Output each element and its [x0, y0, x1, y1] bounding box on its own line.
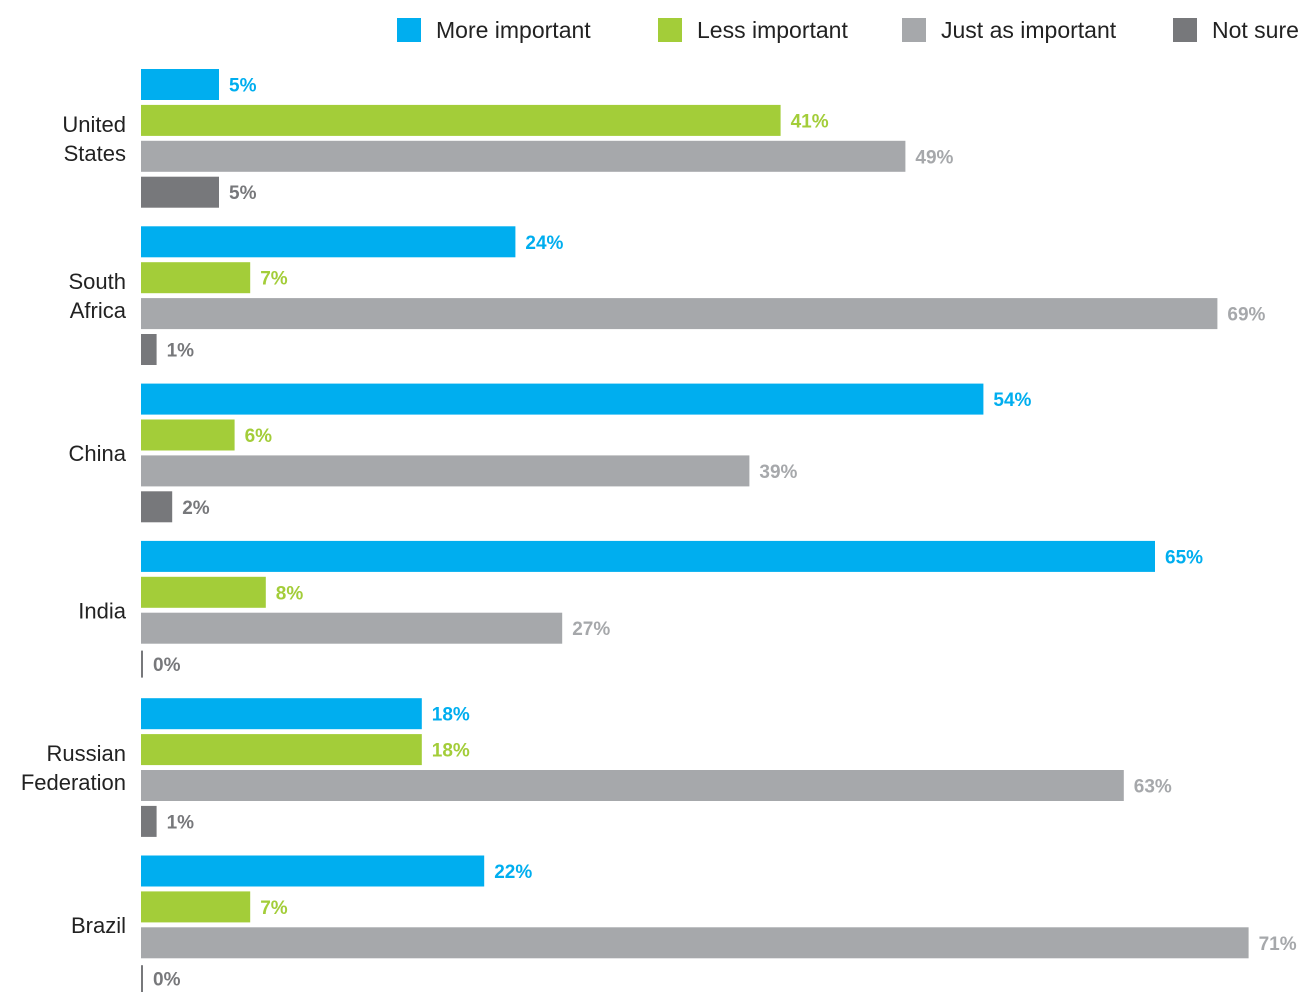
value-label-india-just-as-important: 27% [572, 619, 610, 640]
bar-group-south-africa: 24% 7% 69% 1% [141, 226, 1266, 365]
bar-group-united-states: 5% 41% 49% 5% [141, 69, 954, 208]
category-label-united-states: United States [62, 112, 126, 166]
bar-china-less-important [141, 419, 235, 451]
bar-china-not-sure [141, 491, 173, 523]
legend-label-more-important: More important [436, 17, 591, 43]
category-label-india: India [78, 598, 126, 623]
bar-south-africa-not-sure [141, 334, 157, 365]
bar-russian-federation-more-important [141, 698, 422, 730]
bar-india-just-as-important [141, 612, 563, 644]
category-labels: United States South Africa China India Russian… [21, 112, 127, 938]
legend-swatch-more-important [397, 18, 421, 42]
bar-brazil-more-important [141, 855, 485, 887]
bar-brazil-less-important [141, 891, 251, 923]
value-label-russian-federation-just-as-important: 63% [1134, 777, 1172, 798]
category-label-russian-federation: Russian Federation [21, 741, 126, 795]
bar-south-africa-less-important [141, 262, 251, 294]
value-label-india-less-important: 8% [276, 583, 304, 604]
legend-label-not-sure: Not sure [1212, 17, 1299, 43]
value-label-south-africa-not-sure: 1% [167, 341, 195, 362]
legend-label-just-as-important: Just as important [941, 17, 1117, 43]
value-label-south-africa-more-important: 24% [525, 233, 563, 254]
value-label-china-more-important: 54% [993, 390, 1031, 411]
bar-group-russian-federation: 18% 18% 63% 1% [141, 698, 1172, 837]
category-label-south-africa: South Africa [69, 269, 127, 323]
bar-china-more-important [141, 383, 984, 415]
value-label-russian-federation-more-important: 18% [432, 705, 470, 726]
value-label-russian-federation-less-important: 18% [432, 741, 470, 762]
bar-united-states-just-as-important [141, 140, 906, 172]
bar-russian-federation-less-important [141, 734, 422, 766]
value-label-india-more-important: 65% [1165, 547, 1203, 568]
bar-united-states-not-sure [141, 176, 219, 208]
bar-south-africa-more-important [141, 226, 516, 258]
chart-legend: More important Less important Just as impo… [397, 17, 1299, 43]
category-label-china: China [69, 441, 127, 466]
bar-china-just-as-important [141, 455, 750, 487]
value-label-china-not-sure: 2% [182, 498, 210, 519]
bar-united-states-less-important [141, 104, 781, 136]
value-label-brazil-not-sure: 0% [153, 970, 181, 991]
value-label-china-less-important: 6% [245, 426, 273, 447]
value-label-brazil-just-as-important: 71% [1259, 934, 1297, 955]
bar-russian-federation-not-sure [141, 805, 157, 837]
value-label-south-africa-less-important: 7% [260, 269, 288, 290]
category-label-brazil: Brazil [71, 913, 126, 938]
value-label-brazil-more-important: 22% [494, 862, 532, 883]
value-label-china-just-as-important: 39% [759, 462, 797, 483]
value-label-united-states-just-as-important: 49% [915, 147, 953, 168]
bar-south-africa-just-as-important [141, 298, 1218, 330]
bar-india-more-important [141, 540, 1155, 572]
bar-russian-federation-just-as-important [141, 770, 1124, 801]
bar-group-brazil: 22% 7% 71% 0% [141, 855, 1297, 992]
value-label-brazil-less-important: 7% [260, 898, 288, 919]
bar-groups: 5% 41% 49% 5% 24% 7% 69% 1% 54% 6% 39% 2% 65% 8% 27% 0%… [141, 69, 1297, 992]
legend-swatch-just-as-important [902, 18, 926, 42]
value-label-united-states-less-important: 41% [791, 111, 829, 132]
bar-india-less-important [141, 576, 266, 608]
value-label-united-states-not-sure: 5% [229, 183, 257, 204]
bar-group-china: 54% 6% 39% 2% [141, 383, 1032, 523]
value-label-united-states-more-important: 5% [229, 76, 257, 97]
value-label-south-africa-just-as-important: 69% [1227, 305, 1265, 326]
legend-swatch-less-important [658, 18, 682, 42]
legend-label-less-important: Less important [697, 17, 848, 43]
bar-group-india: 65% 8% 27% 0% [141, 540, 1203, 678]
value-label-russian-federation-not-sure: 1% [167, 812, 195, 833]
value-label-india-not-sure: 0% [153, 655, 181, 676]
legend-swatch-not-sure [1173, 18, 1197, 42]
bar-united-states-more-important [141, 69, 219, 100]
bar-brazil-just-as-important [141, 927, 1249, 959]
